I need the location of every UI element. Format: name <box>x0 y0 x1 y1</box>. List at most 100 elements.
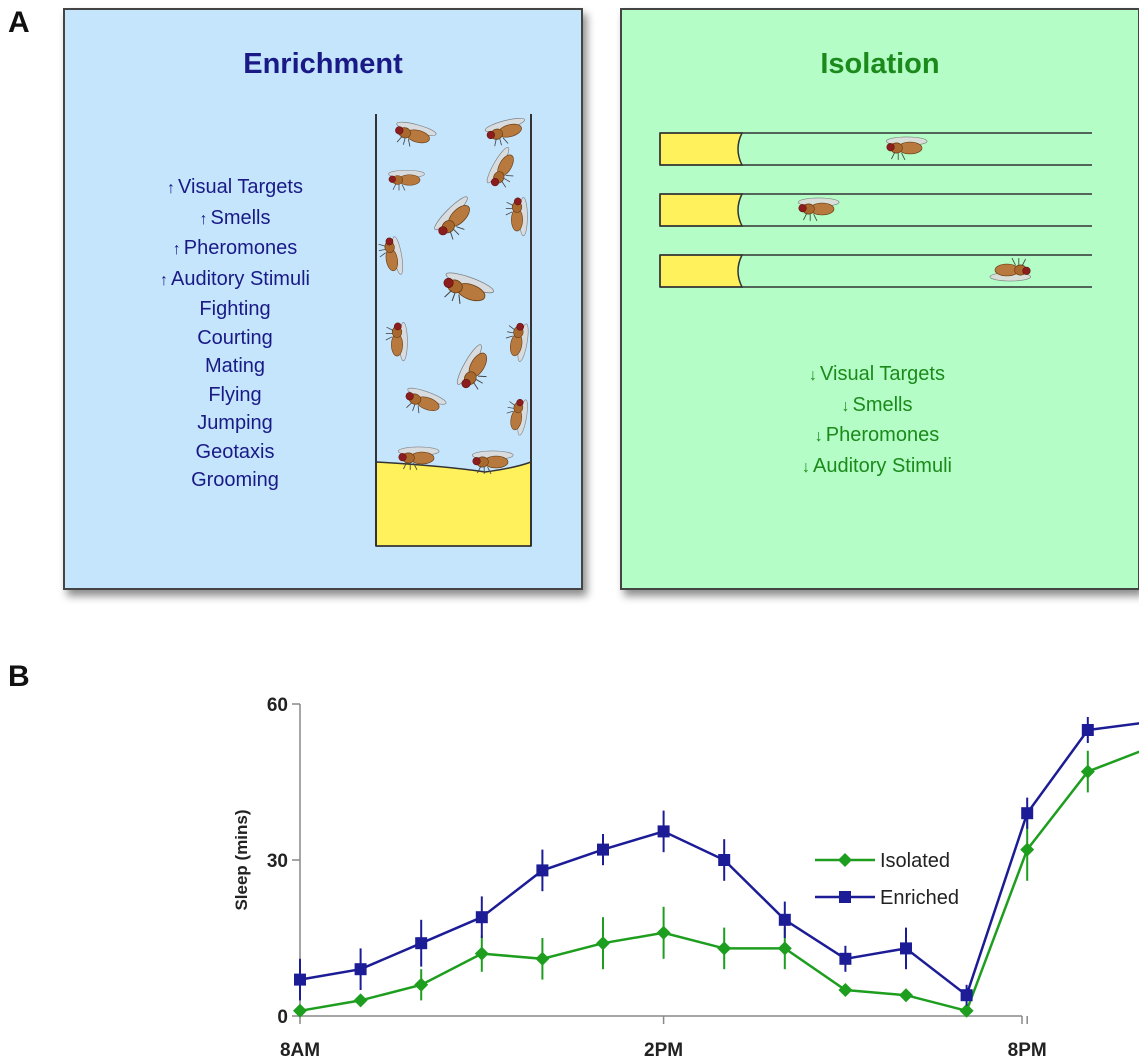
data-point <box>354 963 367 976</box>
isolation-stimulus-item: ↓ Pheromones <box>762 421 992 452</box>
fly-icon <box>434 196 470 240</box>
data-point <box>596 936 610 951</box>
data-point <box>960 989 973 1002</box>
fly-icon <box>797 197 840 222</box>
fly-icon <box>989 257 1032 282</box>
data-point <box>838 983 853 997</box>
fly-icon <box>484 117 525 147</box>
fly-icon <box>395 121 437 147</box>
fly-icon <box>486 146 514 188</box>
enrichment-stimulus-item-label: Jumping <box>197 412 273 434</box>
enrichment-stimulus-item: Mating <box>105 352 365 381</box>
series-line <box>299 750 1139 1013</box>
data-point <box>536 864 549 877</box>
legend-marker <box>838 853 852 867</box>
isolation-stimulus-item: ↓ Visual Targets <box>762 360 992 391</box>
enrichment-stimulus-item-label: Flying <box>208 383 262 406</box>
fly-icon <box>506 398 528 436</box>
enrichment-stimulus-item: ↑ Visual Targets <box>105 173 365 204</box>
y-tick-label: 0 <box>277 1007 288 1028</box>
series-isolated <box>293 750 1139 1018</box>
legend-entry: Enriched <box>815 887 959 909</box>
fly-icon <box>505 197 528 237</box>
data-point <box>415 937 428 950</box>
isolation-stimulus-item-label: Pheromones <box>825 424 940 446</box>
data-point <box>1020 842 1035 857</box>
enrichment-stimulus-item: Grooming <box>105 466 365 495</box>
data-point <box>657 825 670 838</box>
enrichment-stimulus-item-label: Visual Targets <box>178 176 303 198</box>
isolation-tubes-illustration <box>659 132 1092 288</box>
enrichment-stimulus-item: Jumping <box>105 409 365 438</box>
enrichment-stimulus-item-label: Fighting <box>199 298 271 320</box>
data-point <box>777 941 792 956</box>
data-point <box>294 973 306 986</box>
down-arrow-icon: ↓ <box>841 397 850 415</box>
data-point <box>1080 764 1095 779</box>
panel-letter-a: A <box>8 6 30 39</box>
fly-icon <box>397 446 440 471</box>
fly-icon <box>405 387 447 414</box>
data-point <box>597 843 609 856</box>
isolation-title: Isolation <box>820 48 940 80</box>
data-point <box>475 911 488 924</box>
fly-icon <box>505 322 529 362</box>
enrichment-stimuli-list: ↑ Visual Targets ↑ Smells ↑ Pheromones ↑ Audito… <box>105 173 365 495</box>
panel-letter-b: B <box>8 660 30 693</box>
enrichment-stimulus-item-label: Grooming <box>191 469 279 491</box>
data-point <box>778 913 791 926</box>
isolation-stimulus-item-label: Auditory Stimuli <box>813 454 952 477</box>
enrichment-stimulus-item-label: Geotaxis <box>195 440 275 463</box>
enrichment-stimulus-item-label: Auditory Stimuli <box>171 267 310 290</box>
isolation-stimulus-item-label: Smells <box>852 393 913 416</box>
fly-icon <box>443 272 495 304</box>
y-tick-label: 60 <box>267 695 288 716</box>
up-arrow-icon: ↑ <box>199 210 208 228</box>
enrichment-stimulus-item: ↑ Smells <box>105 204 365 235</box>
legend-label: Enriched <box>880 887 959 909</box>
data-point <box>899 988 913 1003</box>
legend-marker <box>839 891 851 903</box>
data-point <box>1081 724 1094 736</box>
series-line <box>299 722 1139 998</box>
fly-icon <box>885 136 928 161</box>
data-point <box>535 951 550 966</box>
enrichment-stimulus-item-label: Pheromones <box>183 237 298 259</box>
x-tick-label: 8AM <box>280 1040 320 1061</box>
fly-icon <box>385 322 408 362</box>
isolation-stimuli-list: ↓ Visual Targets ↓ Smells ↓ Pheromones ↓ Audito… <box>762 360 992 482</box>
data-point <box>718 854 731 866</box>
data-point <box>293 1003 307 1018</box>
isolation-stimulus-item: ↓ Auditory Stimuli <box>762 452 992 483</box>
up-arrow-icon: ↑ <box>172 241 181 258</box>
fly-icon <box>388 169 425 191</box>
fly-icon <box>378 236 404 275</box>
legend-label: Isolated <box>880 850 950 872</box>
data-point <box>353 993 368 1008</box>
series-enriched <box>294 717 1139 1006</box>
data-point <box>414 977 429 992</box>
fly-icon <box>456 344 488 390</box>
enrichment-title: Enrichment <box>243 48 403 80</box>
isolation-panel: Isolation ↓ Visual Targets ↓ Smells ↓ Pheromo… <box>620 8 1139 590</box>
down-arrow-icon: ↓ <box>814 428 823 445</box>
isolation-stimulus-item: ↓ Smells <box>762 391 992 422</box>
data-point <box>1021 807 1034 820</box>
enrichment-stimulus-item: Geotaxis <box>105 438 365 467</box>
fly-icon <box>471 450 514 475</box>
down-arrow-icon: ↓ <box>802 458 811 476</box>
enrichment-stimulus-item-label: Smells <box>210 206 271 229</box>
enrichment-stimulus-item: Flying <box>105 381 365 410</box>
enrichment-vial-illustration <box>375 114 532 547</box>
enrichment-stimulus-item: Fighting <box>105 295 365 324</box>
enrichment-panel: Enrichment ↑ Visual Targets ↑ Smells ↑ Pherom… <box>63 8 583 590</box>
enrichment-stimulus-item-label: Mating <box>204 355 266 377</box>
down-arrow-icon: ↓ <box>809 367 818 384</box>
data-point <box>656 925 671 940</box>
isolation-stimulus-item-label: Visual Targets <box>820 363 945 385</box>
data-point <box>717 941 732 956</box>
y-tick-label: 30 <box>267 851 288 872</box>
data-point <box>900 942 912 955</box>
data-point <box>839 952 852 965</box>
legend-entry: Isolated <box>815 850 950 872</box>
